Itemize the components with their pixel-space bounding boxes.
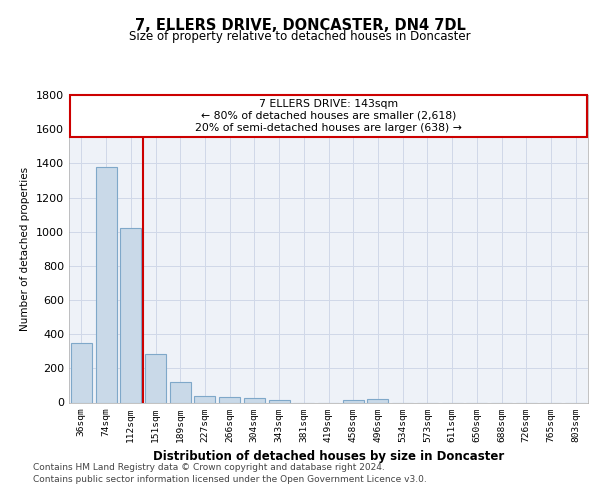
FancyBboxPatch shape	[70, 95, 587, 137]
Bar	[194, 396, 215, 402]
Bar	[145, 354, 166, 403]
Bar	[367, 399, 388, 402]
Text: Size of property relative to detached houses in Doncaster: Size of property relative to detached ho…	[129, 30, 471, 43]
Text: ← 80% of detached houses are smaller (2,618): ← 80% of detached houses are smaller (2,…	[201, 111, 456, 121]
Text: Contains public sector information licensed under the Open Government Licence v3: Contains public sector information licen…	[33, 475, 427, 484]
Bar	[71, 342, 92, 402]
Bar	[269, 400, 290, 402]
X-axis label: Distribution of detached houses by size in Doncaster: Distribution of detached houses by size …	[153, 450, 504, 463]
Text: Contains HM Land Registry data © Crown copyright and database right 2024.: Contains HM Land Registry data © Crown c…	[33, 462, 385, 471]
Text: 20% of semi-detached houses are larger (638) →: 20% of semi-detached houses are larger (…	[195, 123, 462, 133]
Text: 7 ELLERS DRIVE: 143sqm: 7 ELLERS DRIVE: 143sqm	[259, 99, 398, 109]
Bar	[343, 400, 364, 402]
Bar	[219, 396, 240, 402]
Bar	[120, 228, 141, 402]
Text: 7, ELLERS DRIVE, DONCASTER, DN4 7DL: 7, ELLERS DRIVE, DONCASTER, DN4 7DL	[134, 18, 466, 32]
Bar	[95, 167, 116, 402]
Bar	[244, 398, 265, 402]
Bar	[170, 382, 191, 402]
Y-axis label: Number of detached properties: Number of detached properties	[20, 166, 31, 331]
